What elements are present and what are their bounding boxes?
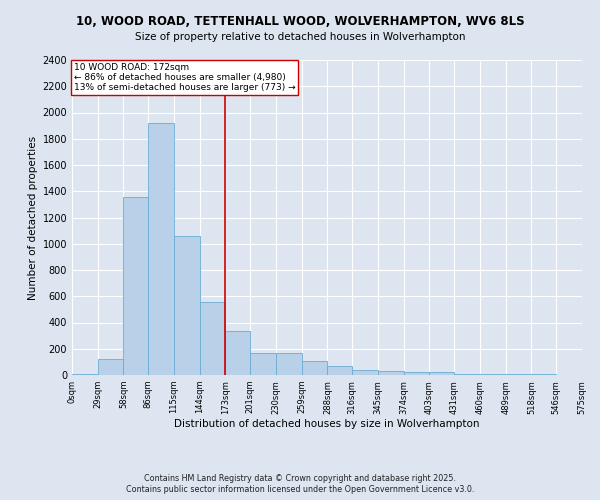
Bar	[174, 236, 200, 375]
Bar	[532, 374, 556, 375]
Bar	[378, 371, 404, 375]
Y-axis label: Number of detached properties: Number of detached properties	[28, 136, 38, 300]
Bar	[352, 370, 378, 375]
Text: 10 WOOD ROAD: 172sqm
← 86% of detached houses are smaller (4,980)
13% of semi-de: 10 WOOD ROAD: 172sqm ← 86% of detached h…	[74, 62, 295, 92]
Bar	[276, 352, 302, 375]
Text: 10, WOOD ROAD, TETTENHALL WOOD, WOLVERHAMPTON, WV6 8LS: 10, WOOD ROAD, TETTENHALL WOOD, WOLVERHA…	[76, 15, 524, 28]
Bar	[226, 331, 250, 375]
Text: Contains HM Land Registry data © Crown copyright and database right 2025.
Contai: Contains HM Land Registry data © Crown c…	[126, 474, 474, 494]
Bar	[328, 366, 352, 375]
X-axis label: Distribution of detached houses by size in Wolverhampton: Distribution of detached houses by size …	[174, 420, 480, 430]
Bar	[250, 352, 276, 375]
Bar	[430, 372, 454, 375]
Bar	[72, 374, 98, 375]
Bar	[404, 372, 430, 375]
Bar	[200, 302, 226, 375]
Bar	[148, 123, 174, 375]
Bar	[454, 374, 480, 375]
Bar	[98, 358, 124, 375]
Bar	[480, 374, 506, 375]
Bar	[302, 360, 328, 375]
Text: Size of property relative to detached houses in Wolverhampton: Size of property relative to detached ho…	[135, 32, 465, 42]
Bar	[124, 196, 148, 375]
Bar	[582, 374, 600, 375]
Bar	[506, 374, 532, 375]
